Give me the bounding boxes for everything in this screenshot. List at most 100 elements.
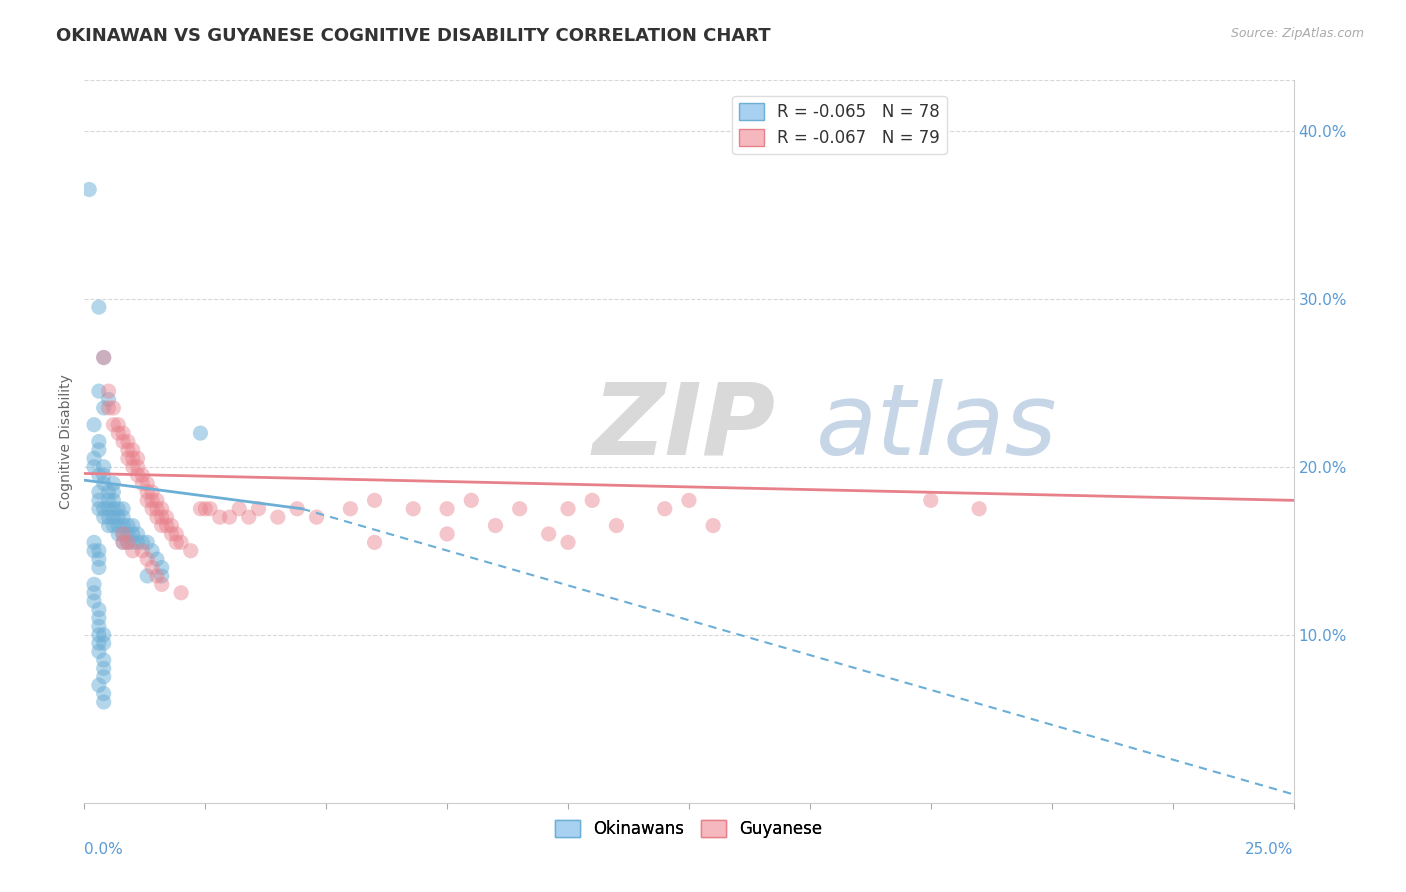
Point xyxy=(121,459,143,474)
Text: 0.0%: 0.0% xyxy=(84,842,124,856)
Point xyxy=(363,535,385,549)
Point xyxy=(83,451,105,466)
Point xyxy=(83,417,105,432)
Point xyxy=(150,510,173,524)
Point xyxy=(112,426,135,441)
Point xyxy=(97,518,120,533)
Point xyxy=(97,510,120,524)
Point xyxy=(484,518,506,533)
Point xyxy=(107,527,129,541)
Point xyxy=(117,451,139,466)
Point xyxy=(87,493,110,508)
Point xyxy=(190,501,212,516)
Point xyxy=(136,569,159,583)
Point xyxy=(131,543,153,558)
Point xyxy=(93,661,115,675)
Point xyxy=(557,501,579,516)
Point xyxy=(702,518,724,533)
Point xyxy=(87,636,110,650)
Point xyxy=(117,442,139,457)
Legend: Okinawans, Guyanese: Okinawans, Guyanese xyxy=(548,814,830,845)
Point xyxy=(93,401,115,415)
Point xyxy=(218,510,240,524)
Point xyxy=(127,527,149,541)
Point xyxy=(117,535,139,549)
Point xyxy=(146,493,169,508)
Point xyxy=(557,535,579,549)
Point xyxy=(97,401,120,415)
Point xyxy=(146,552,169,566)
Point xyxy=(97,493,120,508)
Point xyxy=(141,501,163,516)
Point xyxy=(87,619,110,633)
Point xyxy=(103,417,125,432)
Point xyxy=(87,552,110,566)
Point xyxy=(87,300,110,314)
Point xyxy=(77,182,100,196)
Point xyxy=(654,501,676,516)
Point xyxy=(93,695,115,709)
Point xyxy=(127,468,149,483)
Point xyxy=(97,501,120,516)
Point xyxy=(112,510,135,524)
Point xyxy=(107,518,129,533)
Point xyxy=(121,535,143,549)
Point xyxy=(103,501,125,516)
Point xyxy=(436,527,458,541)
Point xyxy=(127,451,149,466)
Point xyxy=(87,468,110,483)
Point xyxy=(208,510,231,524)
Point xyxy=(920,493,942,508)
Point xyxy=(103,493,125,508)
Point xyxy=(131,476,153,491)
Point xyxy=(93,351,115,365)
Point xyxy=(509,501,531,516)
Point xyxy=(117,434,139,449)
Point xyxy=(155,518,177,533)
Point xyxy=(117,518,139,533)
Y-axis label: Cognitive Disability: Cognitive Disability xyxy=(59,374,73,509)
Point xyxy=(93,459,115,474)
Point xyxy=(103,401,125,415)
Point xyxy=(150,501,173,516)
Point xyxy=(93,687,115,701)
Point xyxy=(121,543,143,558)
Point xyxy=(93,636,115,650)
Point xyxy=(83,543,105,558)
Point xyxy=(87,560,110,574)
Point xyxy=(136,493,159,508)
Point xyxy=(87,602,110,616)
Point xyxy=(103,476,125,491)
Point xyxy=(112,527,135,541)
Point xyxy=(141,485,163,500)
Point xyxy=(305,510,328,524)
Point xyxy=(87,644,110,658)
Point xyxy=(112,518,135,533)
Text: ZIP: ZIP xyxy=(592,378,775,475)
Point xyxy=(83,535,105,549)
Point xyxy=(87,628,110,642)
Point xyxy=(107,426,129,441)
Point xyxy=(83,594,105,608)
Point xyxy=(121,518,143,533)
Point xyxy=(160,518,183,533)
Point xyxy=(112,501,135,516)
Point xyxy=(93,501,115,516)
Point xyxy=(194,501,217,516)
Point xyxy=(87,485,110,500)
Point xyxy=(87,384,110,398)
Point xyxy=(93,510,115,524)
Point xyxy=(97,392,120,407)
Point xyxy=(97,485,120,500)
Point xyxy=(103,518,125,533)
Point xyxy=(537,527,560,541)
Point xyxy=(967,501,990,516)
Point xyxy=(228,501,250,516)
Point xyxy=(436,501,458,516)
Point xyxy=(141,493,163,508)
Point xyxy=(146,501,169,516)
Point xyxy=(339,501,361,516)
Point xyxy=(87,678,110,692)
Point xyxy=(87,501,110,516)
Point xyxy=(146,510,169,524)
